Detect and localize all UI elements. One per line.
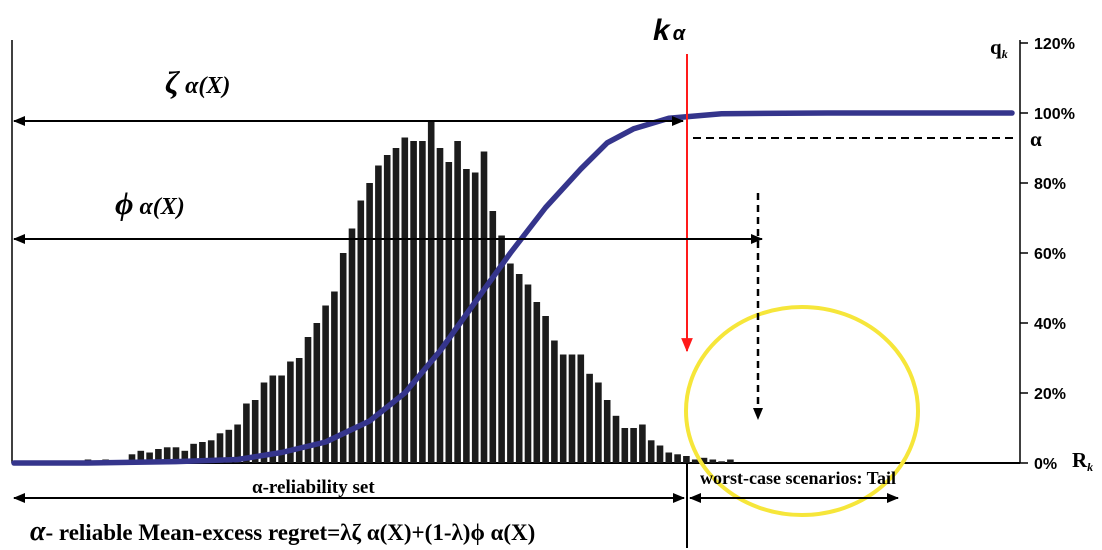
histogram-bar (533, 302, 541, 463)
right-axis-tick-label: 20% (1034, 386, 1066, 403)
histogram-bar (146, 452, 153, 463)
right-axis-tick-label: 60% (1034, 246, 1066, 263)
x-axis-label: Rk (1072, 448, 1093, 474)
histogram-bar (357, 200, 365, 463)
right-axis-tick-label: 100% (1034, 106, 1075, 123)
tail-highlight-circle (684, 305, 920, 517)
histogram-bar (674, 454, 681, 464)
right-axis-ticks: 0% 20% 40% 60% 80% 100% 120% (1020, 36, 1075, 473)
histogram-bar (436, 148, 444, 463)
histogram-bar (234, 424, 241, 463)
histogram-bar (304, 337, 312, 463)
histogram-bar (137, 450, 145, 464)
histogram-bar (524, 284, 532, 463)
histogram-bar (278, 375, 285, 463)
histogram-bar (199, 442, 206, 463)
histogram-bar (603, 400, 611, 463)
histogram-bar (322, 305, 329, 463)
histogram-bar (243, 403, 250, 463)
histogram-bar (709, 459, 717, 463)
histogram-bar (225, 429, 233, 464)
histogram-bar (339, 253, 347, 463)
worst-case-label: worst-case scenarios: Tail (700, 468, 896, 488)
histogram-bar (718, 461, 725, 464)
histogram-bar (260, 382, 268, 463)
histogram-bar (559, 354, 567, 463)
histogram-bar (480, 151, 488, 463)
histogram-bar (445, 162, 453, 463)
histogram-bar (454, 141, 461, 463)
histogram-bar (647, 440, 655, 464)
histogram-bar (181, 450, 189, 464)
phi-label: ϕ α(X) (115, 185, 185, 221)
histogram-bar (313, 323, 321, 463)
histogram-bar (665, 452, 673, 463)
histogram-bar (586, 373, 593, 464)
histogram-bar (163, 447, 171, 464)
histogram-bar (375, 165, 382, 463)
histogram-bar (639, 424, 646, 463)
histogram-bar (269, 375, 277, 463)
histogram-bar (612, 415, 620, 464)
histogram-bar (507, 263, 514, 463)
histogram-bars (84, 120, 734, 464)
histogram-bar (621, 428, 629, 463)
histogram-bar (172, 447, 180, 464)
histogram-bar (128, 454, 136, 464)
histogram-bar (348, 228, 356, 463)
right-axis-tick-label: 40% (1034, 316, 1066, 333)
histogram-bar (383, 155, 391, 463)
histogram-bar (471, 172, 479, 463)
histogram-bar (331, 291, 338, 463)
histogram-bar (190, 443, 197, 464)
histogram-bar (410, 141, 417, 463)
right-axis-tick-label: 120% (1034, 36, 1075, 53)
histogram-bar (295, 358, 303, 463)
histogram-bar (515, 274, 523, 463)
histogram-bar (700, 457, 708, 464)
histogram-bar (542, 316, 549, 463)
right-axis-tick-label: 0% (1034, 456, 1057, 473)
mean-excess-formula: α- reliable Mean-excess regret=λζ α(X)+(… (30, 516, 535, 547)
reliability-set-label: α-reliability set (252, 477, 375, 498)
histogram-bar (207, 440, 215, 464)
histogram-bar (630, 428, 637, 463)
histogram-bar (489, 211, 497, 463)
histogram-bar (392, 148, 400, 463)
histogram-bar (427, 120, 435, 463)
histogram-bar (498, 235, 505, 463)
histogram-bar (419, 141, 426, 463)
histogram-bar (155, 449, 162, 463)
histogram-bar (551, 340, 558, 463)
histogram-bar (568, 354, 576, 463)
histogram-bar (577, 354, 585, 463)
histogram-bar (727, 459, 734, 463)
histogram-bar (216, 433, 224, 464)
histogram-bar (287, 361, 294, 463)
histogram-bar (656, 445, 664, 463)
right-axis-tick-label: 80% (1034, 176, 1066, 193)
histogram-bar (401, 137, 409, 463)
histogram-bar (691, 459, 699, 463)
right-axis-label: qk (990, 35, 1008, 61)
histogram-bar (595, 382, 602, 463)
histogram-bar (366, 183, 373, 463)
zeta-label: ζ α(X) (165, 64, 230, 100)
histogram-bar (683, 456, 690, 463)
histogram-bar (251, 400, 259, 463)
alpha-label: α (1030, 127, 1042, 151)
